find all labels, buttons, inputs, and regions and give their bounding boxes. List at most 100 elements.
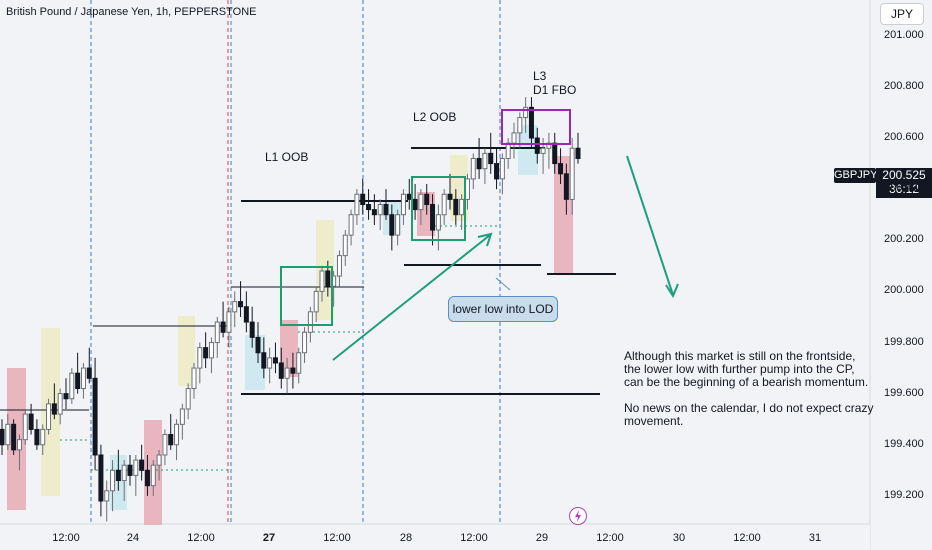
- candle-body: [377, 203, 383, 216]
- candle-body: [435, 214, 441, 231]
- candle-body: [395, 214, 401, 236]
- x-tick-label: 30: [672, 532, 686, 544]
- candle-body: [69, 372, 75, 400]
- y-tick-label: 200.400: [884, 182, 924, 195]
- time-axis[interactable]: [0, 524, 870, 550]
- plot-area: [0, 0, 870, 524]
- candle-body: [499, 157, 505, 180]
- candles: [0, 97, 581, 522]
- y-tick-label: 199.600: [884, 386, 924, 399]
- candle-body: [400, 193, 406, 216]
- candle-body: [0, 428, 5, 446]
- candle-body: [179, 408, 185, 425]
- candle-body: [517, 117, 523, 134]
- current-price: 200.525: [882, 168, 926, 182]
- box-green: [411, 176, 466, 241]
- candle-body: [40, 428, 46, 446]
- x-tick-label: 12:00: [733, 532, 761, 544]
- candle-body: [238, 301, 244, 308]
- candle-body: [494, 163, 500, 180]
- x-tick-label: 12:00: [596, 532, 624, 544]
- zone-yellow: [178, 316, 195, 386]
- price-axis[interactable]: [870, 0, 932, 550]
- candle-body: [488, 152, 494, 165]
- arrow-up: [332, 232, 493, 361]
- candle-body: [267, 357, 273, 369]
- box-green: [280, 266, 333, 326]
- candle-body: [104, 490, 110, 502]
- x-tick-label: 12:00: [323, 532, 351, 544]
- candle-body: [459, 198, 465, 216]
- candle-body: [505, 142, 511, 159]
- candle-body: [307, 311, 313, 333]
- lightning-icon[interactable]: [569, 507, 587, 525]
- candle-body: [406, 193, 412, 200]
- candle-body: [366, 203, 372, 211]
- candle-body: [226, 311, 232, 333]
- candle-body: [156, 454, 162, 466]
- candle-body: [272, 357, 278, 364]
- symbol-title[interactable]: British Pound / Japanese Yen, 1h, PEPPER…: [6, 6, 257, 18]
- candle-body: [354, 193, 360, 216]
- candle-body: [296, 352, 302, 374]
- candle-body: [319, 270, 325, 292]
- candle-body: [476, 157, 482, 170]
- candle-body: [523, 106, 529, 119]
- y-tick-label: 200.800: [884, 79, 924, 92]
- candle-body: [325, 270, 331, 287]
- candle-body: [558, 163, 564, 175]
- callout-lower-low: lower low into LOD: [448, 296, 558, 322]
- candle-body: [232, 301, 238, 313]
- note-line: the lower low with further pump into the…: [624, 362, 855, 376]
- candle-body: [441, 193, 447, 216]
- candle-body: [464, 178, 470, 200]
- x-tick-label: 24: [126, 532, 140, 544]
- candle-body: [313, 290, 319, 313]
- candle-body: [121, 464, 127, 482]
- y-tick-label: 199.800: [884, 335, 924, 348]
- candle-body: [470, 157, 476, 180]
- candle-body: [162, 434, 168, 456]
- currency-button[interactable]: JPY: [880, 3, 924, 25]
- candle-body: [424, 193, 430, 205]
- candle-body: [290, 367, 296, 374]
- candle-body: [127, 464, 133, 476]
- candle-body: [336, 255, 342, 277]
- candle-body: [389, 214, 395, 236]
- candle-body: [563, 173, 569, 200]
- x-tick-label: 12:00: [52, 532, 80, 544]
- candle-body: [75, 372, 81, 390]
- candle-body: [51, 403, 57, 415]
- zone-red: [280, 320, 298, 377]
- candle-body: [57, 393, 63, 415]
- candle-body: [63, 393, 69, 400]
- candle-body: [5, 423, 11, 446]
- candle-body: [191, 367, 197, 390]
- candle-body: [348, 214, 354, 236]
- x-tick-label: 28: [399, 532, 413, 544]
- candle-body: [540, 147, 546, 154]
- callout-pointer: [495, 277, 511, 291]
- zone-red: [7, 368, 26, 510]
- candle-body: [482, 152, 488, 170]
- note-line: No news on the calendar, I do not expect…: [624, 401, 874, 415]
- candle-body: [302, 331, 308, 354]
- candle-body: [22, 413, 28, 441]
- candle-body: [447, 193, 453, 200]
- arrow-down: [626, 155, 679, 299]
- box-purple: [501, 109, 571, 145]
- candle-body: [92, 377, 98, 456]
- candle-body: [511, 132, 517, 144]
- label-l3: L3: [533, 69, 547, 83]
- y-tick-label: 200.200: [884, 233, 924, 246]
- current-price-label: 200.525 36:12: [876, 168, 932, 198]
- candle-body: [249, 321, 255, 338]
- candle-body: [115, 469, 121, 482]
- label-l1: L1 OOB: [265, 150, 309, 164]
- candle-body: [150, 464, 156, 487]
- x-tick-label: 12:00: [460, 532, 488, 544]
- note-line: Although this market is still on the fro…: [624, 349, 856, 363]
- candle-body: [284, 367, 290, 379]
